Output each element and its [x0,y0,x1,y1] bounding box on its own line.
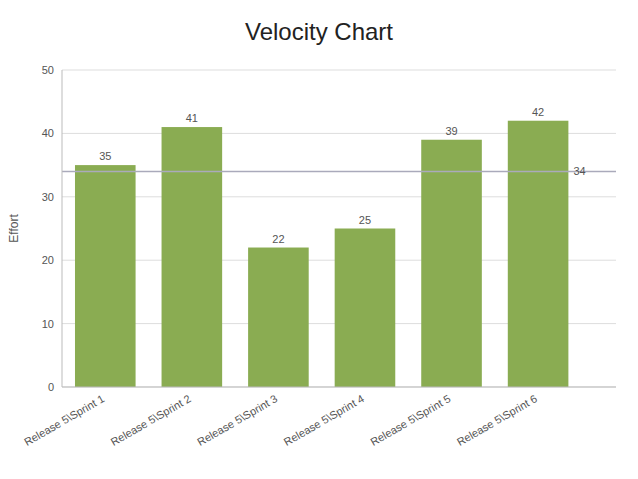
bar [335,229,396,388]
x-tick-label: Release 5\Sprint 6 [455,392,539,448]
bar [508,121,569,387]
y-axis-label: Effort [7,214,21,243]
grid-line [62,70,616,71]
data-label: 39 [445,125,457,137]
y-tick-label: 50 [42,64,54,76]
reference-line [62,171,616,173]
x-tick-label: Release 5\Sprint 4 [282,392,366,448]
y-tick-label: 30 [42,191,54,203]
data-label: 41 [186,112,198,124]
bar [162,127,223,387]
data-label: 25 [359,214,371,226]
y-axis-line [62,70,63,387]
plot-area [62,121,616,387]
x-tick-label: Release 5\Sprint 3 [195,392,279,448]
y-tick-label: 0 [48,381,54,393]
bar [421,140,482,387]
x-axis-line [62,387,616,388]
y-tick-label: 20 [42,254,54,266]
chart-container: Velocity Chart 0 10 20 30 40 50 Effort 34 35 41 22 2… [0,0,638,479]
data-label: 42 [532,106,544,118]
y-tick-label: 10 [42,318,54,330]
chart-svg: Velocity Chart 0 10 20 30 40 50 Effort 34 35 41 22 2… [0,0,638,479]
grid-line [62,387,616,388]
x-tick-label: Release 5\Sprint 2 [108,392,192,448]
title: Velocity Chart [245,18,393,45]
bar [75,165,136,387]
bar [248,248,309,387]
x-tick-label: Release 5\Sprint 1 [22,392,106,448]
data-label: 35 [99,150,111,162]
data-label: 22 [272,233,284,245]
y-tick-label: 40 [42,127,54,139]
x-tick-label: Release 5\Sprint 5 [368,392,452,448]
reference-label: 34 [573,165,585,177]
